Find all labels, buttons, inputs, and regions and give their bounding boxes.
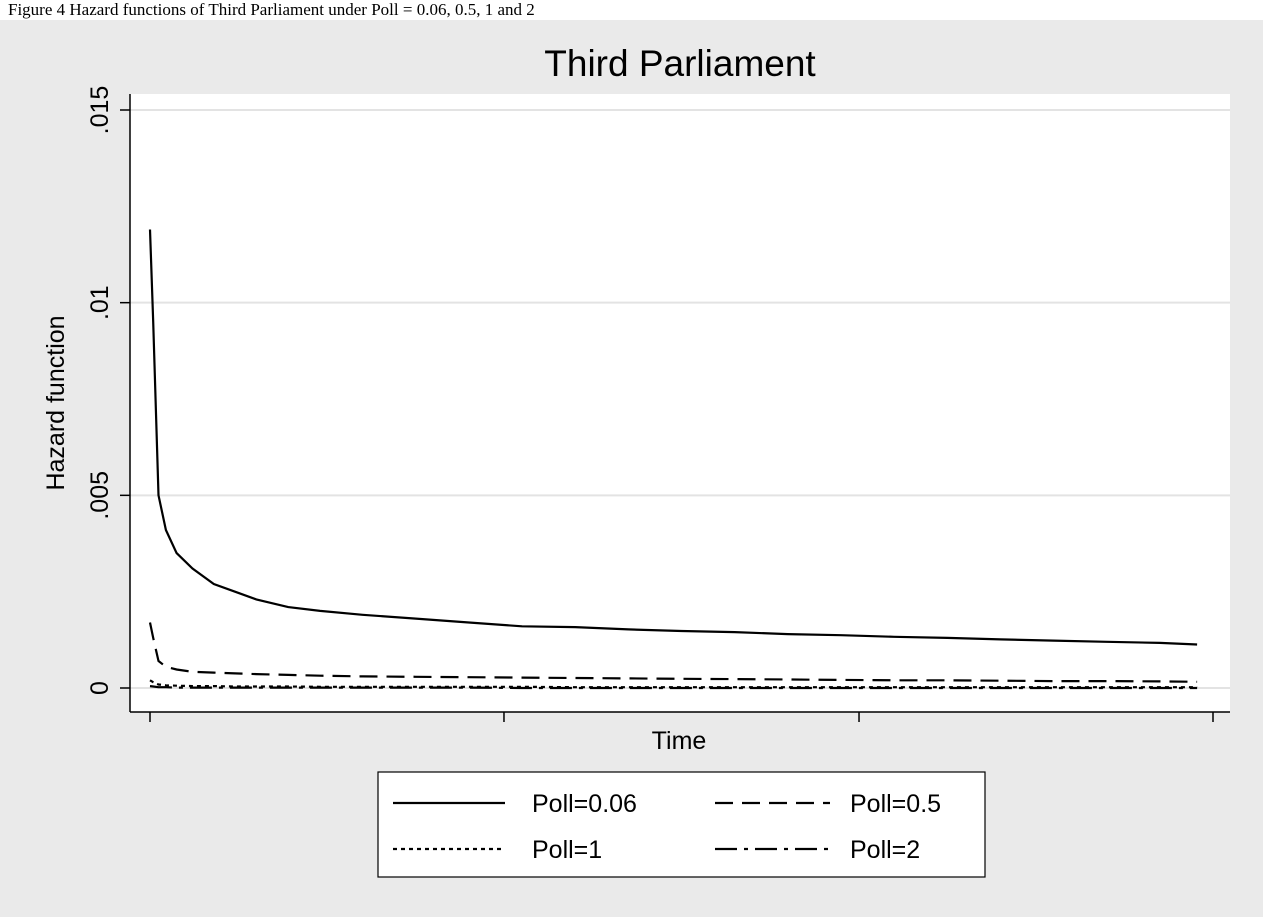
y-tick-label-3: .015 bbox=[86, 86, 114, 135]
legend-label-3: Poll=2 bbox=[850, 836, 920, 864]
legend-box bbox=[377, 771, 986, 878]
y-ticks: 0 .005 .01 .015 bbox=[86, 86, 130, 695]
chart-title: Third Parliament bbox=[544, 43, 816, 84]
series-line-1 bbox=[148, 622, 1198, 683]
series-lines bbox=[148, 229, 1198, 690]
y-axis-label: Hazard function bbox=[42, 315, 70, 490]
y-tick-label-1: .005 bbox=[86, 471, 114, 520]
legend-label-1: Poll=0.5 bbox=[850, 790, 941, 818]
legend: Poll=0.06 Poll=0.5 Poll=1 Poll=2 bbox=[393, 790, 941, 864]
legend-label-2: Poll=1 bbox=[532, 836, 602, 864]
legend-label-0: Poll=0.06 bbox=[532, 790, 637, 818]
y-tick-label-2: .01 bbox=[86, 285, 114, 320]
x-ticks bbox=[149, 712, 1214, 722]
y-tick-label-0: 0 bbox=[86, 681, 114, 695]
x-axis-label: Time bbox=[652, 727, 707, 755]
series-line-0 bbox=[148, 229, 1198, 646]
series-line-2 bbox=[149, 679, 1198, 689]
figure-caption: Figure 4 Hazard functions of Third Parli… bbox=[8, 0, 535, 19]
plot-area bbox=[130, 94, 1230, 712]
